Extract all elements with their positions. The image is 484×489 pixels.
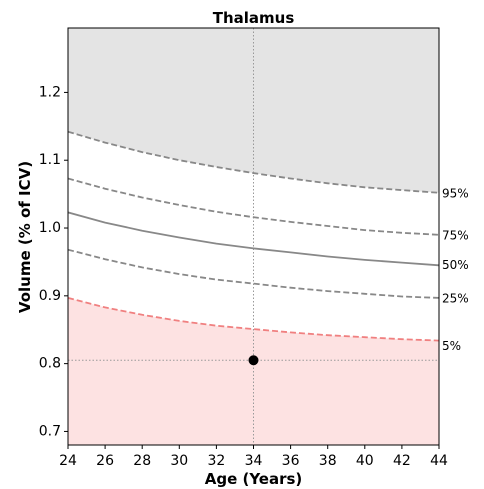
series-label-95pct: 95%	[442, 186, 469, 200]
y-tick-label: 1.0	[39, 220, 61, 236]
series-label-25pct: 25%	[442, 291, 469, 305]
y-tick-label: 1.2	[39, 84, 61, 100]
x-tick-label: 30	[170, 453, 188, 469]
series-line-25pct	[68, 248, 439, 299]
plot-area	[68, 28, 439, 445]
series-label-75pct: 75%	[442, 228, 469, 242]
y-tick-label: 0.8	[39, 356, 61, 372]
x-tick-label: 44	[430, 453, 448, 469]
upper-region	[68, 28, 439, 193]
series-line-50pct	[68, 211, 439, 267]
chart-title: Thalamus	[213, 9, 295, 27]
x-tick-label: 24	[59, 453, 77, 469]
x-tick-label: 28	[133, 453, 151, 469]
x-tick-label: 26	[96, 453, 114, 469]
y-tick-label: 1.1	[39, 152, 61, 168]
subject-marker	[248, 355, 259, 366]
y-tick-label: 0.7	[39, 423, 61, 439]
percentile-labels: 95% 75% 50% 25% 5%	[442, 186, 469, 353]
series-line-95pct	[68, 130, 439, 194]
y-axis-label: Volume (% of ICV)	[16, 161, 34, 313]
x-tick-label: 38	[319, 453, 337, 469]
x-tick-label: 32	[207, 453, 225, 469]
x-tick-label: 42	[393, 453, 411, 469]
x-tick-label: 36	[282, 453, 300, 469]
series-line-75pct	[68, 177, 439, 236]
x-axis: 24 26 28 30 32 34 36 38 40 42 44	[59, 445, 448, 469]
y-axis: 0.7 0.8 0.9 1.0 1.1 1.2	[39, 84, 68, 439]
series-label-50pct: 50%	[442, 258, 469, 272]
x-axis-label: Age (Years)	[205, 470, 303, 488]
y-tick-label: 0.9	[39, 288, 61, 304]
x-tick-label: 40	[356, 453, 374, 469]
x-tick-label: 34	[245, 453, 263, 469]
series-line-5pct	[68, 297, 439, 342]
series-label-5pct: 5%	[442, 339, 461, 353]
